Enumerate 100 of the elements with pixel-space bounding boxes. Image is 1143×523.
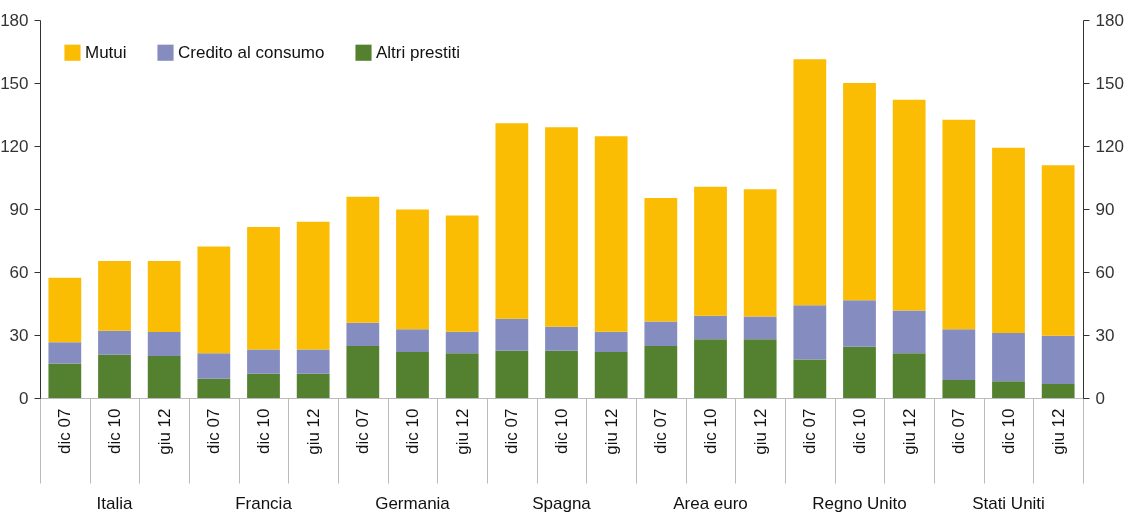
bar [793,305,827,360]
text: Italia [96,494,133,513]
bar [545,350,578,398]
bar [495,350,529,398]
x-tick-label: giu 12 [750,408,770,455]
bar [793,359,827,398]
y2-tick-label: 180 [1095,10,1124,30]
legend-label: Mutui [85,42,127,62]
bar [942,119,976,330]
bar [694,339,727,398]
bar [743,189,777,317]
y-tick-label: 150 [0,73,29,93]
y2-tick-label: 150 [1095,73,1124,93]
bar [247,373,280,398]
bar [346,196,380,323]
x-tick-label: dic 07 [55,408,75,454]
x-tick-label: dic 10 [850,408,869,454]
text: Stati Uniti [972,494,1045,513]
x-tick-label: dic 07 [204,408,224,454]
bar [1041,383,1075,398]
x-tick-label: giu 12 [303,408,323,455]
bar [48,277,82,343]
bar [296,373,330,398]
bar [644,198,678,322]
text: Spagna [532,494,592,513]
y2-tick-label: 120 [1095,136,1124,156]
bar [197,246,231,354]
bar [197,378,231,398]
x-tick-label: dic 10 [552,408,571,454]
bar [98,354,131,398]
x-tick-label: dic 10 [254,408,273,454]
bar [644,321,678,346]
bar [247,227,280,350]
x-tick-label: giu 12 [154,408,174,455]
bar [992,333,1025,382]
bar [445,353,479,398]
legend-label: Credito al consumo [178,42,325,62]
bar [147,332,181,356]
y-tick-label: 60 [9,262,29,282]
bar [98,330,131,355]
bar [346,345,380,398]
bar [147,356,181,398]
x-tick-label: giu 12 [452,408,472,455]
bar [942,379,976,398]
x-tick-label: giu 12 [1048,408,1068,455]
x-tick-label: dic 10 [999,408,1018,454]
y-tick-label: 180 [0,10,29,30]
x-tick-label: dic 10 [701,408,720,454]
x-tick-label: dic 10 [105,408,124,454]
bar [396,209,429,330]
y2-tick-label: 30 [1095,325,1115,345]
x-tick-label: giu 12 [899,408,919,455]
y2-tick-label: 0 [1095,388,1105,408]
bar [445,215,479,332]
y2-tick-label: 90 [1095,199,1115,219]
bar [147,261,181,333]
y2-tick-label: 60 [1095,262,1115,282]
bar [1041,165,1075,336]
bar [694,315,727,340]
bar [843,300,876,347]
legend-label: Altri prestiti [376,42,461,62]
bar [992,381,1025,398]
text: Germania [375,494,451,513]
x-tick-label: dic 07 [502,408,522,454]
bar [545,326,578,351]
text: Francia [235,494,293,513]
bar [694,186,727,316]
bar [296,349,330,374]
bar [892,310,926,354]
y-tick-label: 30 [9,325,29,345]
bar [594,136,628,332]
bar [843,346,876,398]
bar [197,353,231,379]
bar [545,127,578,327]
bar [992,147,1025,334]
x-tick-label: dic 07 [949,408,969,454]
bar [247,349,280,374]
bar [594,352,628,398]
bar [445,331,479,354]
bar [793,59,827,306]
bar [396,329,429,353]
text: Area euro [673,494,748,513]
bar [594,331,628,353]
y-tick-label: 90 [9,199,29,219]
bar [495,123,529,319]
bar [48,363,82,398]
bar [346,322,380,346]
x-tick-label: dic 07 [353,408,373,454]
y-tick-label: 0 [19,388,29,408]
bar [495,318,529,351]
text: Regno Unito [812,494,907,513]
bar [396,352,429,398]
bar [942,329,976,380]
x-tick-label: dic 10 [403,408,422,454]
bar [743,316,777,340]
bar [98,261,131,331]
bar [892,353,926,398]
bar [892,99,926,311]
bar [843,83,876,301]
bar [1041,335,1075,384]
